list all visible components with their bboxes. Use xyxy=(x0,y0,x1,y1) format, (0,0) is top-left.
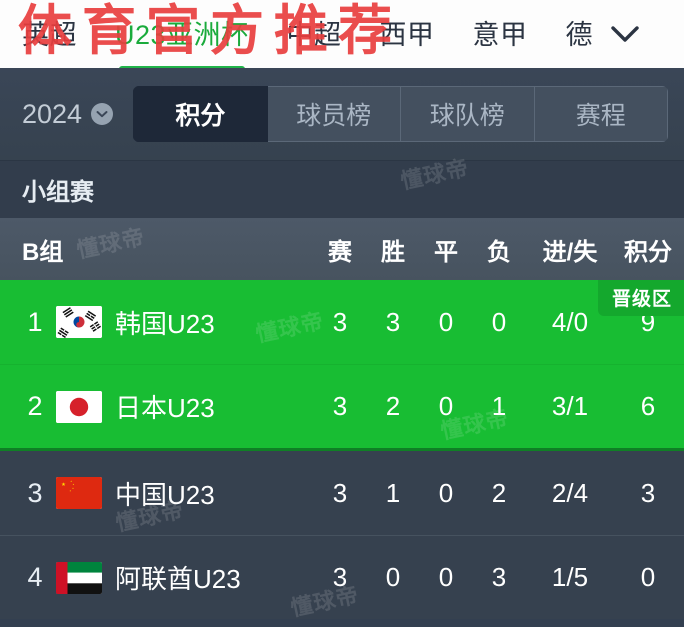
sub-nav-bar: 2024 积分 球员榜 球队榜 赛程 xyxy=(0,68,684,160)
row-team-name: 中国U23 xyxy=(115,479,215,510)
league-tab-label: U23亚洲杯 xyxy=(115,19,249,50)
segment-label: 球队榜 xyxy=(429,102,505,130)
site-watermark: 懂球帝 xyxy=(253,309,327,348)
table-row[interactable]: 4 阿联酋U23 懂球帝 3 0 0 3 1/5 0 xyxy=(0,535,684,622)
league-tab-4[interactable]: 意甲 xyxy=(473,13,528,56)
row-loss: 0 xyxy=(491,306,507,337)
segment-label: 积分 xyxy=(175,102,226,130)
row-rank: 3 xyxy=(27,477,43,508)
league-tab-1[interactable]: U23亚洲杯 xyxy=(115,13,249,68)
league-tab-label: 中超 xyxy=(286,19,342,50)
row-team-name: 阿联酋U23 xyxy=(115,564,241,594)
group-label: B组 xyxy=(22,238,64,266)
row-rank: 2 xyxy=(27,391,43,421)
column-header-draw: 平 xyxy=(434,238,458,266)
league-tab-5[interactable]: 德 xyxy=(566,13,594,56)
table-row[interactable]: 3 中国U23 懂球帝 3 1 0 2 2/4 xyxy=(0,451,684,537)
active-tab-underline xyxy=(119,65,245,68)
year-label: 2024 xyxy=(22,98,83,129)
league-tab-label: 德 xyxy=(565,19,594,50)
league-nav-bar: 英超 U23亚洲杯 中超 西甲 意甲 德 体育官方推荐 xyxy=(0,0,684,68)
qualification-zone-divider xyxy=(0,448,684,451)
segment-label: 球员榜 xyxy=(296,102,372,130)
row-win: 1 xyxy=(385,477,401,508)
row-points: 6 xyxy=(640,391,656,421)
year-selector[interactable]: 2024 xyxy=(22,98,114,130)
row-team-name: 日本U23 xyxy=(115,393,215,423)
row-goals: 3/1 xyxy=(551,391,589,421)
stage-title: 小组赛 xyxy=(22,179,94,206)
table-row[interactable]: 晋级区 1 xyxy=(0,280,684,364)
row-goals: 1/5 xyxy=(551,562,589,592)
league-tab-0[interactable]: 英超 xyxy=(22,13,77,56)
row-rank: 1 xyxy=(27,306,43,337)
table-column-header: B组 懂球帝 赛 胜 平 负 进/失 积分 xyxy=(0,218,684,280)
view-segmented-control: 积分 球员榜 球队榜 赛程 xyxy=(133,86,668,142)
segment-label: 赛程 xyxy=(575,102,626,130)
chevron-down-icon xyxy=(91,103,114,125)
row-draw: 0 xyxy=(438,391,454,421)
row-played: 3 xyxy=(332,306,348,337)
row-goals: 2/4 xyxy=(551,477,589,508)
row-points: 3 xyxy=(640,477,656,508)
tab-team-rankings[interactable]: 球队榜 xyxy=(401,86,535,142)
column-header-win: 胜 xyxy=(381,238,405,266)
row-loss: 1 xyxy=(491,391,507,421)
flag-japan-icon xyxy=(56,390,102,423)
row-draw: 0 xyxy=(438,477,454,508)
row-win: 2 xyxy=(385,391,401,421)
league-tab-label: 西甲 xyxy=(379,19,435,50)
column-header-goals: 进/失 xyxy=(542,238,598,266)
site-watermark: 懂球帝 xyxy=(288,583,362,622)
tab-player-rankings[interactable]: 球员榜 xyxy=(267,86,402,142)
league-tab-2[interactable]: 中超 xyxy=(287,13,342,56)
column-header-loss: 负 xyxy=(487,238,511,266)
league-tab-label: 英超 xyxy=(22,19,77,50)
league-tab-3[interactable]: 西甲 xyxy=(380,13,435,56)
status-badge: 晋级区 xyxy=(597,280,684,316)
row-draw: 0 xyxy=(438,306,454,337)
flag-south-korea-icon xyxy=(56,306,102,338)
flag-china-icon xyxy=(56,477,102,509)
column-header-played: 赛 xyxy=(328,238,352,266)
stage-section-header: 小组赛 懂球帝 xyxy=(0,156,684,218)
chevron-down-icon[interactable] xyxy=(605,14,645,54)
row-played: 3 xyxy=(332,477,348,508)
row-loss: 2 xyxy=(491,477,507,508)
flag-uae-icon xyxy=(56,561,102,594)
row-played: 3 xyxy=(332,391,348,421)
row-points: 0 xyxy=(640,562,656,592)
row-played: 3 xyxy=(332,562,348,592)
tab-standings[interactable]: 积分 xyxy=(133,86,268,142)
row-team-name: 韩国U23 xyxy=(115,308,215,339)
row-goals: 4/0 xyxy=(551,306,589,337)
row-win: 0 xyxy=(385,562,401,592)
row-loss: 3 xyxy=(491,562,507,592)
row-draw: 0 xyxy=(438,562,454,592)
row-rank: 4 xyxy=(27,562,43,592)
row-win: 3 xyxy=(385,306,401,337)
table-row[interactable]: 2 日本U23 懂球帝 3 2 0 1 3/1 6 xyxy=(0,364,684,448)
league-tab-label: 意甲 xyxy=(472,19,528,50)
column-header-points: 积分 xyxy=(624,238,672,266)
site-watermark: 懂球帝 xyxy=(74,225,148,264)
standings-table: 晋级区 1 xyxy=(0,280,684,622)
tab-schedule[interactable]: 赛程 xyxy=(534,86,668,142)
